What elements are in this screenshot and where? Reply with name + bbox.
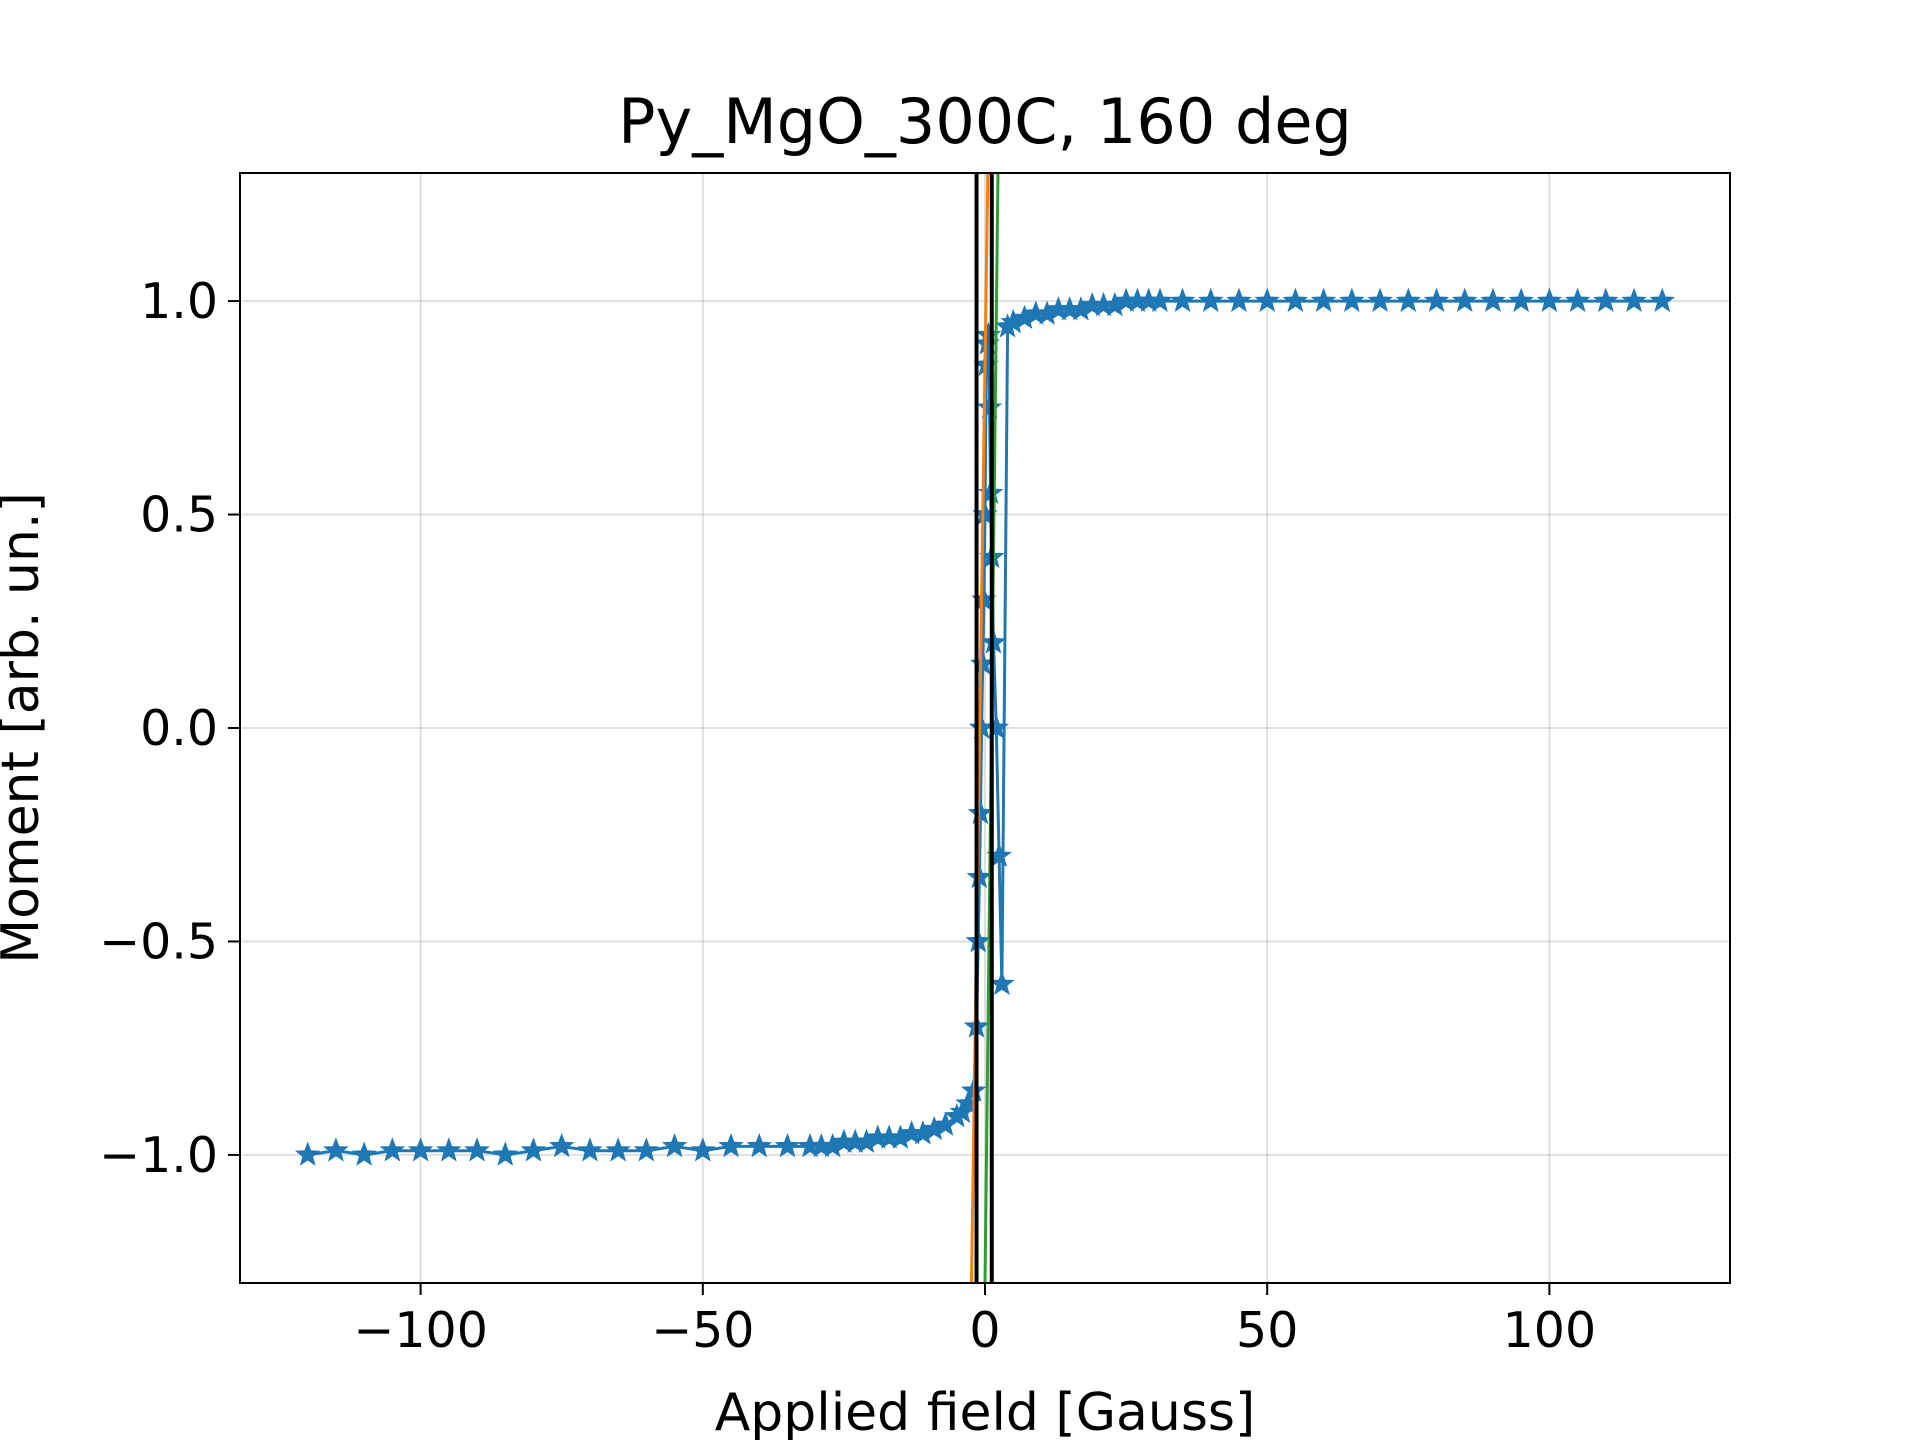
data-point	[351, 1141, 377, 1166]
data-point	[1621, 287, 1647, 312]
data-point	[520, 1137, 547, 1162]
data-point	[1197, 287, 1224, 312]
data-point	[1423, 287, 1450, 312]
y-tick-label: 1.0	[140, 273, 218, 330]
fit-line-1	[969, 173, 990, 1283]
data-point	[746, 1132, 773, 1158]
data-point	[1282, 287, 1309, 312]
x-tick-label: −50	[651, 1302, 754, 1359]
y-tick-label: 0.0	[140, 700, 218, 757]
data-point	[436, 1137, 462, 1162]
data-point	[976, 394, 1003, 419]
data-point	[323, 1137, 349, 1162]
data-point	[1147, 287, 1173, 312]
x-tick-label: 100	[1503, 1302, 1597, 1359]
data-series	[294, 173, 1676, 1283]
data-point	[1480, 287, 1506, 312]
data-point	[1564, 287, 1591, 312]
axis-ticks: −100 −50 0 50 100 −1.0 −0.5 0.0 0.5 1.0	[99, 273, 1596, 1359]
data-point	[1649, 287, 1676, 312]
data-point	[774, 1132, 801, 1158]
data-point	[718, 1132, 744, 1158]
data-point	[633, 1137, 660, 1162]
data-point	[1254, 287, 1280, 312]
data-point	[983, 714, 1010, 739]
data-point	[1395, 287, 1422, 312]
y-tick-label: −1.0	[99, 1127, 218, 1184]
data-point	[1593, 287, 1619, 312]
y-axis-label: Moment [arb. un.]	[0, 492, 51, 964]
data-point	[1451, 287, 1478, 312]
x-tick-label: 0	[969, 1302, 1000, 1359]
x-axis-label: Applied field [Gauss]	[715, 1383, 1256, 1440]
y-tick-label: −0.5	[99, 913, 218, 970]
x-tick-label: −100	[353, 1302, 488, 1359]
data-point	[661, 1132, 688, 1158]
data-point	[379, 1137, 406, 1162]
chart-title: Py_MgO_300C, 160 deg	[618, 85, 1352, 158]
y-tick-label: 0.5	[140, 487, 218, 544]
data-point	[1339, 287, 1365, 312]
data-point	[690, 1137, 716, 1162]
data-point	[492, 1141, 519, 1166]
data-point	[605, 1137, 631, 1162]
data-point	[1536, 287, 1563, 312]
data-point	[407, 1137, 434, 1162]
data-point	[294, 1141, 321, 1166]
data-point	[1169, 287, 1196, 312]
x-tick-label: 50	[1236, 1302, 1298, 1359]
data-point	[1367, 287, 1393, 312]
data-point	[577, 1137, 603, 1162]
data-point	[548, 1132, 575, 1158]
data-point	[966, 863, 993, 889]
data-point	[464, 1137, 490, 1162]
data-point	[1508, 287, 1534, 312]
data-point	[1226, 287, 1252, 312]
data-point	[1310, 287, 1337, 312]
